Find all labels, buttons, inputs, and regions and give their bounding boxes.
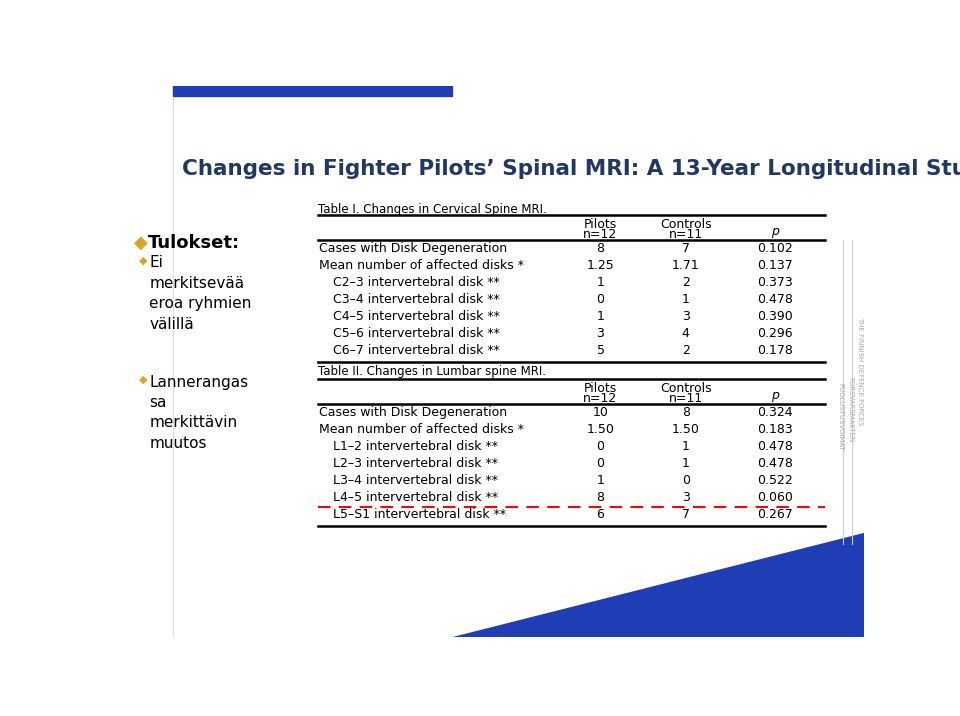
Text: C6–7 intervertebral disk **: C6–7 intervertebral disk ** (333, 344, 500, 357)
Text: 0.183: 0.183 (757, 423, 793, 436)
Text: L3–4 intervertebral disk **: L3–4 intervertebral disk ** (333, 474, 498, 487)
Text: Mean number of affected disks *: Mean number of affected disks * (319, 423, 524, 436)
Text: 8: 8 (682, 406, 689, 420)
Text: Changes in Fighter Pilots’ Spinal MRI: A 13-Year Longitudinal Study: Changes in Fighter Pilots’ Spinal MRI: A… (182, 159, 960, 179)
Text: Mean number of affected disks *: Mean number of affected disks * (319, 259, 524, 272)
Text: n=12: n=12 (584, 392, 617, 405)
Text: 3: 3 (682, 310, 689, 323)
Text: 3: 3 (682, 491, 689, 504)
Text: L1–2 intervertebral disk **: L1–2 intervertebral disk ** (333, 440, 498, 453)
Text: 0.324: 0.324 (757, 406, 793, 420)
Text: 0.296: 0.296 (757, 327, 793, 340)
Text: 1.71: 1.71 (672, 259, 700, 272)
Text: 7: 7 (682, 242, 689, 255)
Text: 1: 1 (682, 457, 689, 470)
Text: Ei
merkitsevää
eroa ryhmien
välillä: Ei merkitsevää eroa ryhmien välillä (150, 256, 252, 332)
Text: 0.102: 0.102 (757, 242, 793, 255)
Text: 5: 5 (596, 344, 605, 357)
Text: THE FINNISH DEFENCE FORCES: THE FINNISH DEFENCE FORCES (857, 316, 863, 425)
Text: 0.267: 0.267 (757, 508, 793, 521)
Text: L2–3 intervertebral disk **: L2–3 intervertebral disk ** (333, 457, 498, 470)
Text: 1: 1 (682, 440, 689, 453)
Text: 1.50: 1.50 (587, 423, 614, 436)
Text: 0.478: 0.478 (756, 293, 793, 306)
Text: Controls: Controls (660, 218, 711, 231)
Text: 4: 4 (682, 327, 689, 340)
Text: Lannerangas
sa
merkittävin
muutos: Lannerangas sa merkittävin muutos (150, 374, 249, 451)
Text: n=12: n=12 (584, 228, 617, 241)
Text: 2: 2 (682, 276, 689, 289)
Text: C3–4 intervertebral disk **: C3–4 intervertebral disk ** (333, 293, 500, 306)
Text: n=11: n=11 (668, 392, 703, 405)
Text: ◆: ◆ (138, 256, 147, 266)
Text: PUOLUSTUSVOIMAT: PUOLUSTUSVOIMAT (838, 383, 844, 451)
Text: Pilots: Pilots (584, 218, 617, 231)
Text: 2: 2 (682, 344, 689, 357)
Text: 1: 1 (596, 276, 605, 289)
Text: ◆: ◆ (134, 233, 148, 252)
Text: 0.478: 0.478 (756, 440, 793, 453)
Polygon shape (453, 533, 864, 637)
Text: 10: 10 (592, 406, 609, 420)
Text: Table II. Changes in Lumbar spine MRI.: Table II. Changes in Lumbar spine MRI. (318, 365, 545, 379)
Text: 3: 3 (596, 327, 605, 340)
Text: 1: 1 (682, 293, 689, 306)
Text: 0.478: 0.478 (756, 457, 793, 470)
Text: 1: 1 (596, 474, 605, 487)
Text: FÖRSVARSMAKTEN: FÖRSVARSMAKTEN (848, 377, 854, 442)
Text: n=11: n=11 (668, 228, 703, 241)
Text: 1: 1 (596, 310, 605, 323)
Text: 0: 0 (682, 474, 689, 487)
Text: L4–5 intervertebral disk **: L4–5 intervertebral disk ** (333, 491, 498, 504)
Text: ◆: ◆ (138, 374, 147, 384)
Bar (173, 86, 452, 96)
Text: Controls: Controls (660, 382, 711, 395)
Text: Table I. Changes in Cervical Spine MRI.: Table I. Changes in Cervical Spine MRI. (318, 203, 546, 216)
Text: 1.50: 1.50 (672, 423, 700, 436)
Text: 0.373: 0.373 (757, 276, 793, 289)
Text: 0.060: 0.060 (756, 491, 793, 504)
Text: 8: 8 (596, 242, 605, 255)
Text: 8: 8 (596, 491, 605, 504)
Text: p: p (771, 389, 779, 402)
Text: C4–5 intervertebral disk **: C4–5 intervertebral disk ** (333, 310, 500, 323)
Text: C2–3 intervertebral disk **: C2–3 intervertebral disk ** (333, 276, 500, 289)
Text: C5–6 intervertebral disk **: C5–6 intervertebral disk ** (333, 327, 500, 340)
Text: 1.25: 1.25 (587, 259, 614, 272)
Text: 0.178: 0.178 (756, 344, 793, 357)
Text: 0.137: 0.137 (757, 259, 793, 272)
Text: Cases with Disk Degeneration: Cases with Disk Degeneration (319, 406, 507, 420)
Text: L5–S1 intervertebral disk **: L5–S1 intervertebral disk ** (333, 508, 506, 521)
Text: 0: 0 (596, 293, 605, 306)
Text: Tulokset:: Tulokset: (148, 233, 240, 252)
Text: 0.390: 0.390 (757, 310, 793, 323)
Text: Pilots: Pilots (584, 382, 617, 395)
Text: 0.522: 0.522 (757, 474, 793, 487)
Text: 0: 0 (596, 440, 605, 453)
Text: 7: 7 (682, 508, 689, 521)
Text: Cases with Disk Degeneration: Cases with Disk Degeneration (319, 242, 507, 255)
Text: 0: 0 (596, 457, 605, 470)
Text: 6: 6 (596, 508, 605, 521)
Text: p: p (771, 225, 779, 238)
